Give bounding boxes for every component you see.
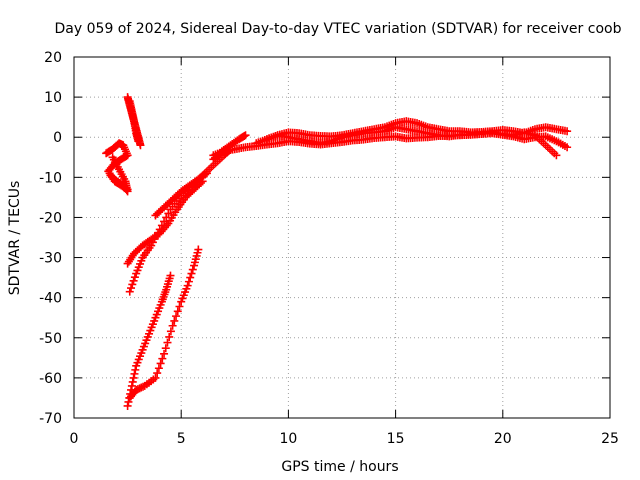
data-point bbox=[130, 273, 139, 282]
y-tick-label: -30 bbox=[39, 251, 62, 267]
data-point bbox=[194, 245, 203, 254]
data-point bbox=[134, 137, 143, 146]
data-point bbox=[166, 327, 175, 336]
y-tick-label: 0 bbox=[53, 130, 62, 146]
data-points bbox=[102, 93, 572, 410]
data-point bbox=[241, 131, 250, 140]
data-point bbox=[124, 397, 133, 406]
data-point bbox=[173, 307, 182, 316]
data-point bbox=[157, 221, 166, 230]
x-tick-label: 10 bbox=[279, 431, 297, 447]
series-arc-9 bbox=[125, 245, 203, 402]
data-point bbox=[201, 170, 210, 179]
data-point bbox=[129, 373, 138, 382]
data-point bbox=[240, 132, 249, 141]
series-arc-6 bbox=[125, 145, 235, 296]
data-point bbox=[160, 349, 169, 358]
data-point bbox=[186, 273, 195, 282]
plot-frame bbox=[73, 56, 611, 419]
data-point bbox=[151, 373, 160, 382]
data-point bbox=[170, 316, 179, 325]
data-point bbox=[563, 143, 572, 152]
data-point bbox=[162, 213, 171, 222]
x-tick-label: 25 bbox=[601, 431, 619, 447]
data-point bbox=[563, 127, 572, 136]
data-point bbox=[130, 369, 139, 378]
series-arc-13 bbox=[262, 123, 561, 160]
data-point bbox=[128, 377, 137, 386]
series-arc-4 bbox=[125, 97, 143, 146]
data-point bbox=[129, 276, 138, 285]
data-point bbox=[136, 141, 145, 150]
data-point bbox=[123, 401, 132, 410]
y-tick-label: 20 bbox=[44, 50, 62, 66]
chart-title: Day 059 of 2024, Sidereal Day-to-day VTE… bbox=[55, 21, 622, 37]
data-point bbox=[168, 321, 177, 330]
data-point bbox=[131, 365, 140, 374]
data-point bbox=[188, 265, 197, 274]
x-axis-label: GPS time / hours bbox=[281, 459, 398, 475]
y-tick-label: -40 bbox=[39, 291, 62, 307]
data-point bbox=[156, 359, 165, 368]
data-point bbox=[166, 271, 175, 280]
data-point bbox=[158, 354, 167, 363]
y-tick-label: -70 bbox=[39, 411, 62, 427]
x-tick-label: 5 bbox=[177, 431, 186, 447]
data-point bbox=[127, 381, 136, 390]
series-arc-2 bbox=[106, 153, 132, 196]
data-point bbox=[155, 225, 164, 234]
series-arc-5 bbox=[123, 177, 207, 268]
data-point bbox=[128, 280, 137, 289]
data-point bbox=[552, 151, 561, 160]
x-tick-label: 20 bbox=[494, 431, 512, 447]
series-arc-8 bbox=[123, 271, 175, 410]
y-tick-label: -50 bbox=[39, 331, 62, 347]
series-arc-7 bbox=[151, 169, 211, 220]
data-point bbox=[127, 284, 136, 293]
data-point bbox=[161, 344, 170, 353]
data-point bbox=[153, 369, 162, 378]
data-point bbox=[202, 169, 211, 178]
data-point bbox=[183, 281, 192, 290]
y-tick-label: -20 bbox=[39, 210, 62, 226]
data-point bbox=[175, 302, 184, 311]
y-tick-label: -60 bbox=[39, 371, 62, 387]
data-point bbox=[184, 277, 193, 286]
data-point bbox=[165, 332, 174, 341]
data-point bbox=[108, 153, 117, 162]
y-axis-label: SDTVAR / TECUs bbox=[7, 181, 23, 296]
data-point bbox=[160, 217, 169, 226]
data-point bbox=[163, 338, 172, 347]
tick-labels: 0 5 10 15 20 25 -70 -60 -50 -40 -30 -20 -10 0 10 20 bbox=[39, 50, 619, 447]
data-point bbox=[125, 287, 134, 296]
data-point bbox=[172, 312, 181, 321]
data-point bbox=[164, 209, 173, 218]
data-point bbox=[187, 269, 196, 278]
x-tick-label: 15 bbox=[387, 431, 405, 447]
y-tick-label: 10 bbox=[44, 90, 62, 106]
y-tick-label: -10 bbox=[39, 170, 62, 186]
x-tick-label: 0 bbox=[70, 431, 79, 447]
data-point bbox=[154, 364, 163, 373]
